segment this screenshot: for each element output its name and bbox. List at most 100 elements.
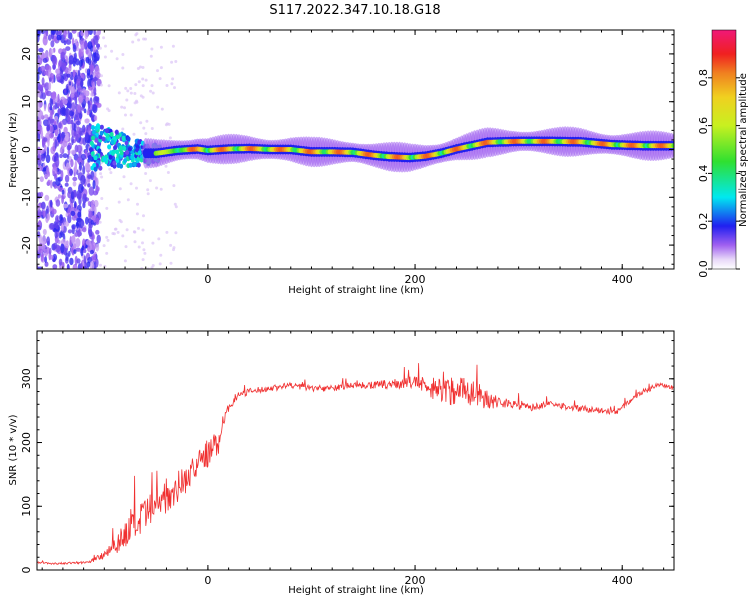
signal-cell bbox=[89, 140, 94, 146]
noise-speckle bbox=[133, 92, 137, 95]
noise-speckle bbox=[37, 124, 42, 135]
noise-speckle bbox=[50, 92, 55, 100]
noise-speckle bbox=[166, 171, 170, 174]
noise-speckle bbox=[37, 146, 41, 156]
noise-speckle bbox=[46, 124, 50, 132]
signal-cell bbox=[101, 136, 106, 142]
noise-speckle bbox=[142, 248, 146, 252]
noise-speckle bbox=[121, 66, 125, 70]
noise-speckle bbox=[84, 118, 90, 123]
noise-speckle bbox=[100, 197, 104, 200]
noise-speckle bbox=[96, 102, 102, 108]
noise-speckle bbox=[126, 198, 130, 202]
noise-speckle bbox=[144, 172, 148, 175]
y-tick-label: 10 bbox=[20, 95, 33, 109]
noise-speckle bbox=[129, 87, 133, 90]
noise-speckle bbox=[73, 123, 77, 132]
noise-speckle bbox=[142, 214, 145, 218]
y-tick-label: 300 bbox=[20, 368, 33, 389]
noise-speckle bbox=[76, 126, 81, 134]
noise-speckle bbox=[141, 95, 145, 99]
signal-cell bbox=[109, 132, 114, 137]
signal-cell bbox=[121, 135, 126, 141]
noise-speckle bbox=[171, 77, 175, 81]
noise-speckle bbox=[54, 102, 58, 110]
noise-speckle bbox=[43, 137, 48, 142]
noise-speckle bbox=[123, 259, 127, 263]
signal-cell bbox=[91, 125, 95, 131]
signal-cell bbox=[114, 129, 119, 135]
noise-speckle bbox=[66, 102, 72, 109]
noise-speckle bbox=[126, 89, 130, 93]
noise-speckle bbox=[142, 126, 146, 130]
colorbar-gradient bbox=[711, 29, 737, 270]
noise-speckle bbox=[50, 119, 55, 124]
signal-cell bbox=[97, 148, 102, 154]
signal-cell bbox=[91, 135, 95, 141]
noise-speckle bbox=[86, 110, 90, 116]
noise-speckle bbox=[170, 60, 174, 64]
noise-speckle bbox=[67, 264, 70, 269]
noise-speckle bbox=[52, 166, 58, 177]
noise-speckle bbox=[86, 261, 91, 268]
noise-speckle bbox=[171, 44, 175, 48]
noise-speckle bbox=[49, 254, 54, 260]
signal-cell bbox=[90, 150, 95, 156]
colorbar-tick-label: 0.4 bbox=[697, 165, 710, 183]
noise-speckle bbox=[90, 199, 95, 209]
noise-speckle bbox=[92, 179, 96, 190]
noise-speckle bbox=[125, 228, 129, 232]
noise-speckle bbox=[95, 243, 100, 252]
x-tick-label: 400 bbox=[612, 273, 633, 286]
snr-ticks: 0 200 400 0 100 200 300 bbox=[20, 331, 674, 587]
noise-speckle bbox=[78, 219, 85, 229]
noise-speckle bbox=[37, 231, 41, 238]
noise-speckle bbox=[117, 200, 121, 204]
noise-speckle bbox=[108, 167, 112, 171]
noise-speckle bbox=[74, 134, 79, 142]
spectrogram-ticks: 0 200 400 -20 -10 0 10 20 bbox=[20, 30, 674, 286]
y-tick-label: 20 bbox=[20, 47, 33, 61]
noise-speckle bbox=[98, 46, 102, 50]
noise-speckle bbox=[157, 237, 161, 241]
noise-speckle bbox=[88, 186, 95, 196]
noise-speckle bbox=[87, 101, 91, 109]
signal-cell bbox=[124, 140, 129, 146]
noise-speckle bbox=[106, 238, 110, 242]
noise-speckle bbox=[63, 126, 68, 135]
noise-speckle bbox=[49, 77, 52, 82]
noise-speckle bbox=[81, 245, 85, 251]
spectrogram-xlabel: Height of straight line (km) bbox=[288, 285, 424, 296]
noise-speckle bbox=[40, 254, 44, 262]
noise-speckle bbox=[124, 113, 127, 117]
noise-speckle bbox=[87, 183, 91, 188]
noise-speckle bbox=[82, 193, 87, 200]
noise-speckle bbox=[71, 235, 76, 245]
noise-speckle bbox=[115, 57, 119, 61]
signal-cell bbox=[112, 160, 117, 166]
noise-speckle bbox=[85, 49, 89, 55]
noise-speckle bbox=[165, 84, 169, 87]
noise-speckle bbox=[77, 31, 80, 38]
noise-speckle bbox=[65, 252, 69, 262]
noise-speckle bbox=[95, 217, 100, 225]
noise-speckle bbox=[82, 165, 86, 175]
noise-speckle bbox=[82, 202, 86, 209]
noise-speckle bbox=[131, 40, 135, 44]
signal-cell bbox=[137, 150, 142, 156]
noise-speckle bbox=[53, 155, 57, 162]
noise-speckle bbox=[41, 83, 47, 88]
noise-speckle bbox=[54, 115, 59, 121]
noise-speckle bbox=[52, 64, 56, 70]
noise-speckle bbox=[158, 77, 162, 81]
noise-speckle bbox=[47, 117, 51, 126]
noise-speckle bbox=[150, 266, 154, 269]
noise-speckle bbox=[80, 77, 84, 88]
noise-speckle bbox=[47, 179, 51, 186]
noise-speckle bbox=[149, 89, 153, 93]
signal-cell bbox=[94, 137, 99, 143]
noise-speckle bbox=[40, 65, 46, 72]
noise-speckle bbox=[85, 216, 89, 225]
noise-speckle bbox=[151, 91, 155, 95]
